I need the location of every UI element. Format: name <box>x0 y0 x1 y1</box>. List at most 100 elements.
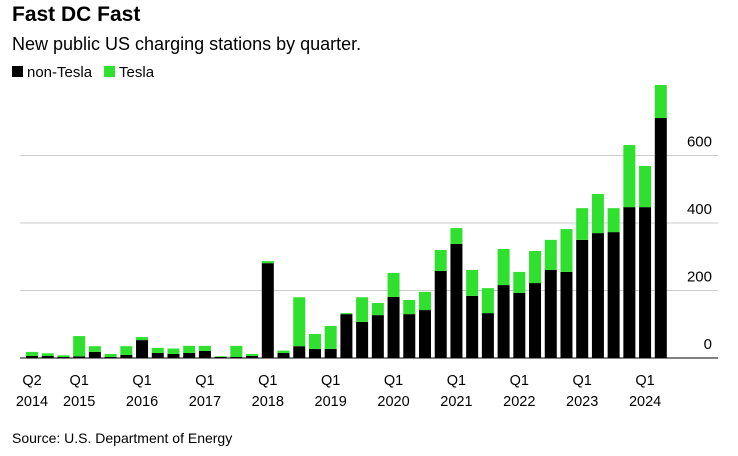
bar-segment <box>246 353 259 356</box>
bar-segment <box>167 353 180 358</box>
legend-swatch <box>12 66 23 77</box>
x-tick-label: Q1 2022 <box>503 373 536 410</box>
x-tick-label: Q1 2020 <box>377 373 410 410</box>
bar-segment <box>450 243 463 358</box>
bar-segment <box>308 348 321 358</box>
bar-segment <box>497 285 510 358</box>
bar-segment <box>529 283 542 358</box>
bar-segment <box>576 239 589 358</box>
bar-segment <box>308 334 321 349</box>
x-tick-label: Q1 2018 <box>251 373 284 410</box>
bar-segment <box>57 355 70 357</box>
bar-segment <box>387 296 400 358</box>
bar-segment <box>654 84 667 119</box>
bar-segment <box>450 228 463 244</box>
bar-segment <box>246 355 259 358</box>
bar-segment <box>183 345 196 353</box>
bar-segment <box>198 345 211 351</box>
bar-segment <box>576 208 589 240</box>
bar-segment <box>560 229 573 272</box>
x-tick-label: Q1 2021 <box>440 373 473 410</box>
bar-segment <box>434 250 447 271</box>
bar-segment <box>481 313 494 358</box>
bar-segment <box>293 346 306 358</box>
bar-segment <box>371 315 384 358</box>
bar-segment <box>544 239 557 270</box>
bar-segment <box>466 295 479 358</box>
x-tick-label: Q1 2023 <box>566 373 599 410</box>
bar-segment <box>230 356 243 358</box>
bar-segment <box>167 348 180 354</box>
bar-segment <box>73 356 86 358</box>
y-tick-label: 400 <box>687 201 712 218</box>
bar-segment <box>560 271 573 358</box>
bar-segment <box>261 261 274 264</box>
y-tick-label: 600 <box>687 134 712 151</box>
bar-segment <box>88 351 101 358</box>
bar-segment <box>356 297 369 322</box>
legend-label: Tesla <box>119 64 155 81</box>
y-tick-label: 0 <box>704 336 712 353</box>
bar-segment <box>387 272 400 297</box>
bar-segment <box>120 346 133 355</box>
bar-segment <box>623 145 636 208</box>
bar-segment <box>324 325 337 349</box>
legend-label: non-Tesla <box>27 64 93 81</box>
bar-segment <box>591 233 604 358</box>
bar-segment <box>41 355 54 358</box>
bar-segment <box>214 356 227 357</box>
bar-segment <box>607 208 620 233</box>
chart-subtitle: New public US charging stations by quart… <box>12 34 361 54</box>
bar-segment <box>230 345 243 357</box>
x-tick-label: Q1 2019 <box>314 373 347 410</box>
bar-segment <box>41 353 54 356</box>
x-tick-label: Q1 2017 <box>188 373 222 410</box>
bar-segment <box>434 270 447 358</box>
bar-segment <box>607 232 620 358</box>
legend-swatch <box>104 66 116 77</box>
bar-segment <box>104 353 117 357</box>
x-tick-label: Q1 2024 <box>628 373 662 410</box>
bar-segment <box>340 314 353 358</box>
chart-title: Fast DC Fast <box>12 3 140 26</box>
x-tick-label: Q1 2015 <box>63 373 96 410</box>
bar-segment <box>198 350 211 358</box>
x-tick-label: Q2 2014 <box>15 373 49 410</box>
bar-segment <box>639 207 652 358</box>
bar-segment <box>623 207 636 358</box>
bar-segment <box>26 355 38 358</box>
bar-segment <box>73 336 86 357</box>
bar-segment <box>136 340 149 358</box>
bar-segment <box>183 352 196 358</box>
bar-segment <box>151 352 164 358</box>
bar-segment <box>544 269 557 358</box>
bar-segment <box>277 350 290 353</box>
bar-segment <box>356 321 369 358</box>
bar-segment <box>324 348 337 358</box>
x-tick-label: Q1 2016 <box>125 373 159 410</box>
bar-segment <box>88 346 101 352</box>
bar-segment <box>466 269 479 296</box>
bar-segment <box>481 288 494 314</box>
bar-segment <box>403 299 416 315</box>
bar-segment <box>261 263 274 358</box>
bar-segment <box>57 356 70 358</box>
bar-segment <box>513 292 526 358</box>
y-tick-label: 200 <box>687 269 712 286</box>
bar-segment <box>371 302 384 316</box>
bar-segment <box>591 193 604 234</box>
source: Source: U.S. Department of Energy <box>12 430 232 446</box>
bar-segment <box>104 356 117 358</box>
bar-segment <box>120 354 133 358</box>
bar-segment <box>529 251 542 284</box>
bar-segment <box>497 248 510 286</box>
bar-segment <box>340 313 353 315</box>
bar-segment <box>151 347 164 353</box>
bar-segment <box>293 297 306 347</box>
bar-segment <box>639 165 652 208</box>
bar-segment <box>419 310 431 358</box>
bar-segment <box>513 271 526 293</box>
bar-segment <box>26 351 38 356</box>
